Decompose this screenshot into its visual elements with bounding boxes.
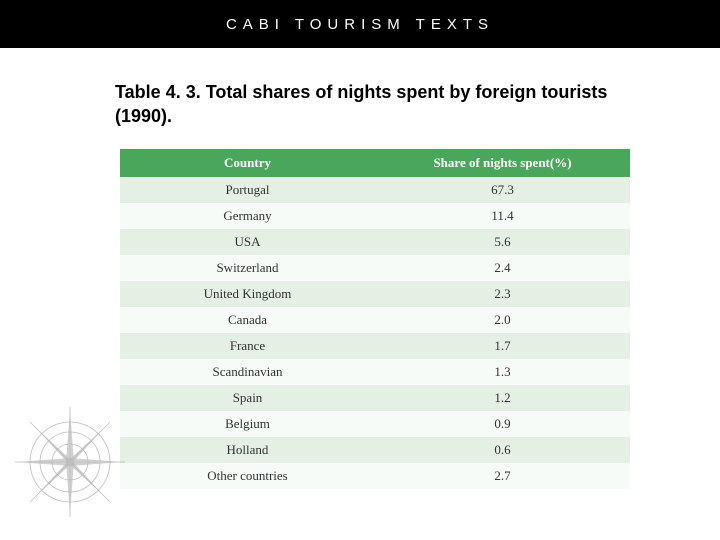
cell-value: 2.4 xyxy=(375,255,630,281)
cell-country: Spain xyxy=(120,385,375,411)
table-row: France1.7 xyxy=(120,333,630,359)
cell-value: 1.3 xyxy=(375,359,630,385)
cell-value: 2.7 xyxy=(375,463,630,489)
cell-country: Holland xyxy=(120,437,375,463)
cell-value: 2.3 xyxy=(375,281,630,307)
table-row: USA5.6 xyxy=(120,229,630,255)
table-row: Spain1.2 xyxy=(120,385,630,411)
table-row: Belgium0.9 xyxy=(120,411,630,437)
cell-country: Other countries xyxy=(120,463,375,489)
compass-icon xyxy=(10,402,130,522)
table-row: United Kingdom2.3 xyxy=(120,281,630,307)
cell-country: Canada xyxy=(120,307,375,333)
cell-value: 1.2 xyxy=(375,385,630,411)
cell-value: 0.6 xyxy=(375,437,630,463)
header-bar: CABI TOURISM TEXTS xyxy=(0,0,720,48)
cell-country: Scandinavian xyxy=(120,359,375,385)
cell-value: 67.3 xyxy=(375,177,630,203)
cell-country: Germany xyxy=(120,203,375,229)
cell-country: Belgium xyxy=(120,411,375,437)
table-row: Portugal67.3 xyxy=(120,177,630,203)
table-header-row: Country Share of nights spent(%) xyxy=(120,149,630,177)
cell-country: Switzerland xyxy=(120,255,375,281)
cell-country: Portugal xyxy=(120,177,375,203)
table-row: Canada2.0 xyxy=(120,307,630,333)
cell-country: France xyxy=(120,333,375,359)
table-row: Holland0.6 xyxy=(120,437,630,463)
col-header-share: Share of nights spent(%) xyxy=(375,149,630,177)
header-title: CABI TOURISM TEXTS xyxy=(226,16,494,33)
cell-value: 1.7 xyxy=(375,333,630,359)
table-row: Other countries2.7 xyxy=(120,463,630,489)
cell-value: 11.4 xyxy=(375,203,630,229)
table-row: Scandinavian1.3 xyxy=(120,359,630,385)
cell-value: 5.6 xyxy=(375,229,630,255)
data-table: Country Share of nights spent(%) Portuga… xyxy=(120,149,630,489)
table-row: Switzerland2.4 xyxy=(120,255,630,281)
cell-value: 0.9 xyxy=(375,411,630,437)
table-caption: Table 4. 3. Total shares of nights spent… xyxy=(115,80,630,129)
table-container: Country Share of nights spent(%) Portuga… xyxy=(115,149,630,489)
col-header-country: Country xyxy=(120,149,375,177)
cell-country: USA xyxy=(120,229,375,255)
cell-country: United Kingdom xyxy=(120,281,375,307)
table-row: Germany11.4 xyxy=(120,203,630,229)
cell-value: 2.0 xyxy=(375,307,630,333)
